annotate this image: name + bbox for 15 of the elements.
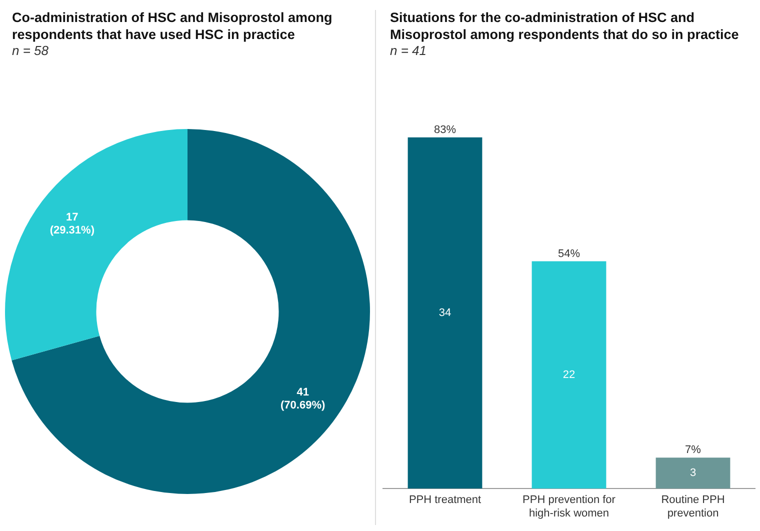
annotation: 83% xyxy=(434,124,456,136)
x-tick-label: PPH prevention for high-risk women xyxy=(522,494,616,520)
chart-subtitle: n = 41 xyxy=(390,43,428,59)
data-label: 17 (29.31%) xyxy=(50,211,95,236)
data-label: 41 (70.69%) xyxy=(280,386,326,412)
data-label: 34 xyxy=(438,306,452,319)
chart-title: Situations for the co-administration of HSC and Misoprostol among respondents that do so in practice xyxy=(390,9,740,43)
chart-subtitle: n = 58 xyxy=(12,43,50,59)
x-tick-label: PPH treatment xyxy=(408,494,482,506)
data-label: 3 xyxy=(690,467,696,480)
x-tick-label: Routine PPH prevention xyxy=(661,494,725,520)
annotation: 7% xyxy=(685,444,702,456)
chart-title: Co-administration of HSC and Misoprostol among respondents that have used HSC in practice xyxy=(12,9,334,43)
annotation: 54% xyxy=(558,248,580,260)
data-label: 22 xyxy=(562,368,576,381)
